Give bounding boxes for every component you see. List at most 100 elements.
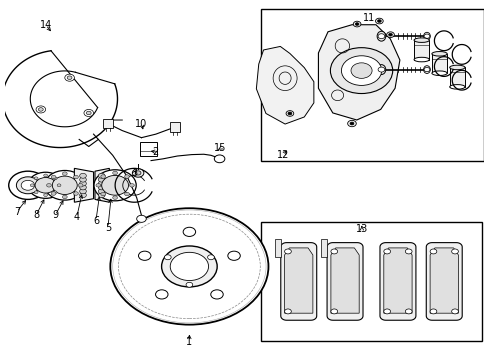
Circle shape <box>73 175 78 179</box>
Circle shape <box>52 176 77 194</box>
Circle shape <box>84 109 93 117</box>
Circle shape <box>39 108 43 111</box>
Circle shape <box>183 227 195 237</box>
Bar <box>261 222 481 341</box>
Circle shape <box>9 171 47 199</box>
Circle shape <box>80 185 86 190</box>
Circle shape <box>214 155 224 163</box>
Circle shape <box>62 195 67 199</box>
Circle shape <box>80 177 86 182</box>
Circle shape <box>112 171 117 175</box>
Circle shape <box>349 122 353 125</box>
Circle shape <box>67 76 72 80</box>
Ellipse shape <box>431 71 447 76</box>
Polygon shape <box>379 243 415 320</box>
Polygon shape <box>74 168 93 202</box>
Text: 6: 6 <box>93 216 99 226</box>
Bar <box>140 142 157 156</box>
Circle shape <box>96 184 101 187</box>
Circle shape <box>135 171 141 175</box>
Ellipse shape <box>431 51 447 56</box>
Circle shape <box>78 184 83 187</box>
Circle shape <box>386 32 393 37</box>
Bar <box>413 40 428 59</box>
Circle shape <box>341 56 381 85</box>
Circle shape <box>185 282 192 287</box>
Circle shape <box>101 175 105 178</box>
Circle shape <box>46 184 51 187</box>
Circle shape <box>80 173 86 178</box>
Circle shape <box>423 34 429 38</box>
Circle shape <box>347 120 356 127</box>
Circle shape <box>138 251 151 260</box>
Circle shape <box>210 290 223 299</box>
Circle shape <box>30 184 34 187</box>
Circle shape <box>62 172 67 175</box>
Text: 9: 9 <box>52 210 58 220</box>
Polygon shape <box>256 46 313 124</box>
Circle shape <box>51 175 56 179</box>
Text: 1: 1 <box>186 337 192 347</box>
Circle shape <box>170 252 208 280</box>
Circle shape <box>383 309 390 314</box>
Polygon shape <box>326 243 362 320</box>
Text: 11: 11 <box>362 13 374 23</box>
Circle shape <box>388 33 392 36</box>
Circle shape <box>36 106 45 113</box>
Circle shape <box>118 214 260 319</box>
Circle shape <box>80 181 86 186</box>
Bar <box>170 122 180 132</box>
Circle shape <box>53 177 57 180</box>
Circle shape <box>80 189 86 194</box>
Circle shape <box>98 181 105 186</box>
Circle shape <box>101 192 105 196</box>
Bar <box>449 67 464 87</box>
Circle shape <box>129 184 134 187</box>
Circle shape <box>429 249 436 254</box>
Ellipse shape <box>413 38 428 42</box>
Circle shape <box>17 177 40 194</box>
Polygon shape <box>274 239 280 257</box>
Text: 7: 7 <box>14 207 20 217</box>
Ellipse shape <box>449 65 464 70</box>
Circle shape <box>44 171 85 200</box>
Text: 10: 10 <box>135 118 147 129</box>
Bar <box>103 118 112 129</box>
Text: 15: 15 <box>214 143 226 153</box>
Bar <box>431 54 447 73</box>
Circle shape <box>155 290 168 299</box>
Circle shape <box>375 18 383 24</box>
Circle shape <box>164 255 171 260</box>
Circle shape <box>354 23 358 26</box>
Circle shape <box>377 67 384 72</box>
Circle shape <box>65 74 74 81</box>
Circle shape <box>43 174 47 177</box>
Ellipse shape <box>376 65 385 75</box>
Circle shape <box>285 111 293 116</box>
Circle shape <box>43 194 47 197</box>
Circle shape <box>377 19 381 22</box>
Circle shape <box>86 111 91 115</box>
Circle shape <box>57 184 61 187</box>
Ellipse shape <box>449 85 464 89</box>
Circle shape <box>112 196 117 199</box>
Ellipse shape <box>376 31 385 41</box>
Circle shape <box>287 112 291 115</box>
Circle shape <box>161 246 217 287</box>
Circle shape <box>34 191 38 194</box>
Circle shape <box>124 175 129 178</box>
Text: 12: 12 <box>276 150 288 160</box>
Circle shape <box>377 34 384 39</box>
Polygon shape <box>429 248 457 313</box>
Circle shape <box>136 215 146 222</box>
Circle shape <box>383 249 390 254</box>
Text: 3: 3 <box>131 168 137 178</box>
Circle shape <box>73 192 78 195</box>
Polygon shape <box>280 243 316 320</box>
Text: 4: 4 <box>74 212 80 222</box>
Circle shape <box>423 67 429 72</box>
Circle shape <box>51 192 56 195</box>
Circle shape <box>284 309 291 314</box>
Circle shape <box>227 251 240 260</box>
Circle shape <box>350 63 371 78</box>
